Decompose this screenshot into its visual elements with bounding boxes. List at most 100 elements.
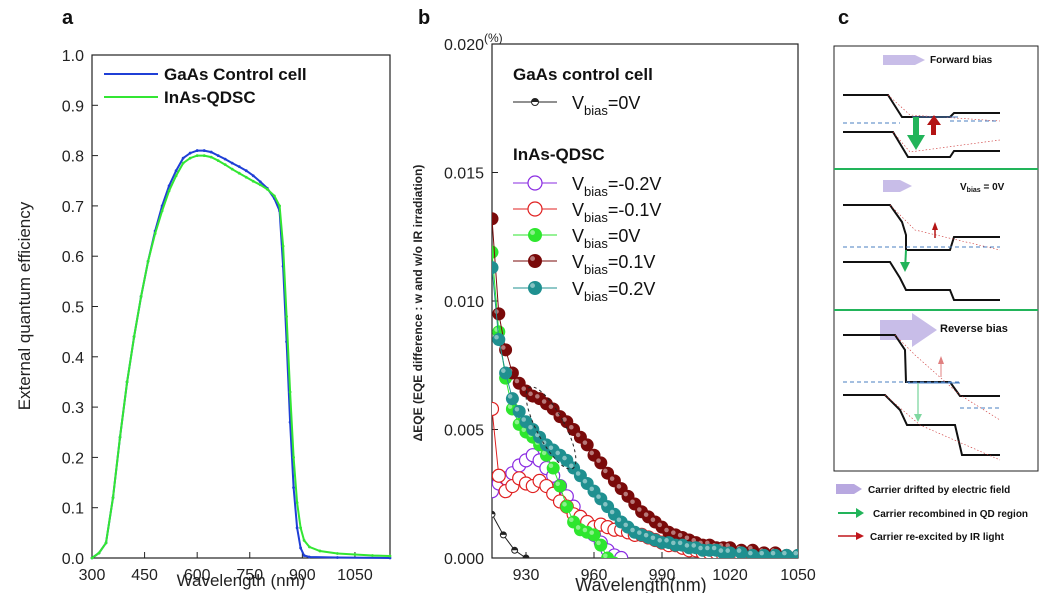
legend-reexcite-arrow-icon <box>856 532 864 540</box>
panel-b-point-4 <box>580 438 594 452</box>
panel-c-frame <box>833 45 1039 472</box>
legend-drift-arrow-icon <box>836 484 862 494</box>
legend-label-v-1: V <box>572 174 584 194</box>
panel-b-point-3-body <box>546 461 560 475</box>
panel-a-point <box>318 549 322 553</box>
panel-b-point-3-body <box>553 479 567 493</box>
legend-label-sub-0: bias <box>584 103 608 118</box>
panel-a-xtick-label: 600 <box>184 567 211 584</box>
panel-b-point-5-shine <box>677 540 683 546</box>
panel-b-point-4-shine <box>582 440 588 445</box>
panel-b-point-4-body <box>492 212 499 226</box>
panel-b-point-4-shine <box>657 522 662 528</box>
legend-label-sub-1: bias <box>584 184 608 199</box>
panel-a-xtick-label: 900 <box>289 567 316 584</box>
panel-b-point-5-shine <box>596 494 601 499</box>
reverse-dotted-vb <box>884 394 1001 461</box>
panel-b-point-3-shine <box>575 525 581 530</box>
panel-b-xtick-label: 960 <box>581 567 608 584</box>
panel-a-point <box>216 154 220 158</box>
panel-b-point-5-body <box>734 546 748 558</box>
panel-a-xtick-label: 450 <box>131 567 158 584</box>
panel-b-point-3 <box>587 528 601 542</box>
panel-b-point-5-shine <box>541 440 547 445</box>
panel-a-point <box>307 555 311 559</box>
panel-b-point-3 <box>601 551 615 558</box>
panel-b-point-5-shine <box>782 550 787 556</box>
legend-label-v-3: V <box>572 226 584 246</box>
panel-b-point-3-shine <box>596 540 601 546</box>
panel-b-point-0-fill <box>511 547 518 551</box>
panel-b-point-5-shine <box>637 530 642 535</box>
panel-b-point-5-shine <box>736 548 742 553</box>
panel-a-point <box>202 154 206 158</box>
panel-b-point-5-shine <box>548 445 554 451</box>
panel-b-point-5-body <box>512 405 526 419</box>
panel-a-point <box>181 161 185 165</box>
panel-b-point-5-body <box>791 548 798 558</box>
panel-a-ytick-label: 0.3 <box>62 400 84 417</box>
panel-a-series-line-0 <box>91 149 391 559</box>
panel-b-point-4-shine <box>630 499 635 505</box>
legend-marker-3-shine <box>530 230 535 235</box>
legend-marker-2 <box>527 201 543 217</box>
panel-a-point <box>244 175 248 179</box>
zero-valence-band <box>843 261 1000 301</box>
panel-b-point-5-shine <box>507 394 513 399</box>
panel-b-ytick-label: 0.000 <box>444 551 484 568</box>
panel-a-ytick-label: 0.5 <box>62 300 84 317</box>
panel-a-point <box>132 335 136 339</box>
panel-b-point-0-ring <box>534 560 540 566</box>
zero-conduction-band <box>843 204 1000 251</box>
panel-a-point <box>209 155 213 159</box>
legend-marker-0 <box>531 98 539 106</box>
panel-b-ytick-label: 0.015 <box>444 166 484 183</box>
panel-b-point-0 <box>534 560 540 566</box>
panel-b-point-4-shine <box>677 532 683 538</box>
panel-b-point-3-body <box>560 500 574 514</box>
panel-b-point-4 <box>594 456 608 470</box>
panel-a-ticks: 300 450 600 750 900 1050 0.0 0.1 0.2 0.3 0.4 0.5 0.6… <box>62 48 373 584</box>
box-label-zero-bias: Vbias = 0V <box>960 182 1005 194</box>
panel-b-chart: 930 960 990 1020 1050 0.000 0.005 0.010 0.015 0.0… <box>411 31 816 593</box>
panel-b-point-4-body <box>580 438 594 452</box>
zero-dotted-cb <box>889 204 1001 251</box>
panel-b-point-4-shine <box>575 432 581 438</box>
panel-b-point-5-shine <box>494 335 499 340</box>
panel-a-ytick-label: 0.4 <box>62 350 84 367</box>
forward-drift-arrow-icon <box>883 55 925 65</box>
panel-a-point <box>292 456 295 459</box>
panel-b-point-5-body <box>768 548 782 558</box>
legend-label-value-5: =0.2V <box>608 279 656 299</box>
panel-a-ylabel: External quantum efficiency <box>15 201 34 410</box>
panel-b-point-5-body <box>780 548 794 558</box>
panel-b-point-5-shine <box>664 538 669 543</box>
panel-b-point-3 <box>610 556 619 558</box>
band-diagram-zero-bias: Vbias = 0V <box>843 180 1005 301</box>
panel-a-point <box>302 554 306 557</box>
panel-b-legend: GaAs control cell InAs-QDSC Vbias=0VVbia… <box>513 65 661 304</box>
panel-b-point-5 <box>791 548 798 558</box>
panel-a-point <box>146 259 150 263</box>
panel-a-series-line-1 <box>91 154 391 559</box>
panel-b-yunit: (%) <box>484 31 503 45</box>
panel-b-point-4-body <box>594 456 608 470</box>
box-label-forward: Forward bias <box>930 55 993 66</box>
panel-b-point-4 <box>499 343 513 357</box>
panel-a-point <box>265 187 269 191</box>
panel-b-point-3 <box>546 461 560 475</box>
legend-marker-4-body <box>528 254 542 268</box>
panel-b-point-3-shine <box>589 530 594 535</box>
panel-b-point-5-body <box>499 366 513 380</box>
panel-b-point-4 <box>492 212 499 226</box>
panel-b-point-4-shine <box>501 345 506 350</box>
panel-b-point-0 <box>499 531 507 539</box>
panel-b-point-4-shine <box>643 512 649 517</box>
zero-reexcite-arrow-icon <box>932 222 938 230</box>
box-label-zero-sub: bias <box>967 187 981 194</box>
panel-b-ylabel: ΔEQE (EQE difference : w and w/o IR irra… <box>411 165 425 442</box>
panel-a-series <box>90 149 392 560</box>
panel-b-point-3-shine <box>541 450 547 456</box>
panel-b-point-5-shine <box>487 263 492 268</box>
